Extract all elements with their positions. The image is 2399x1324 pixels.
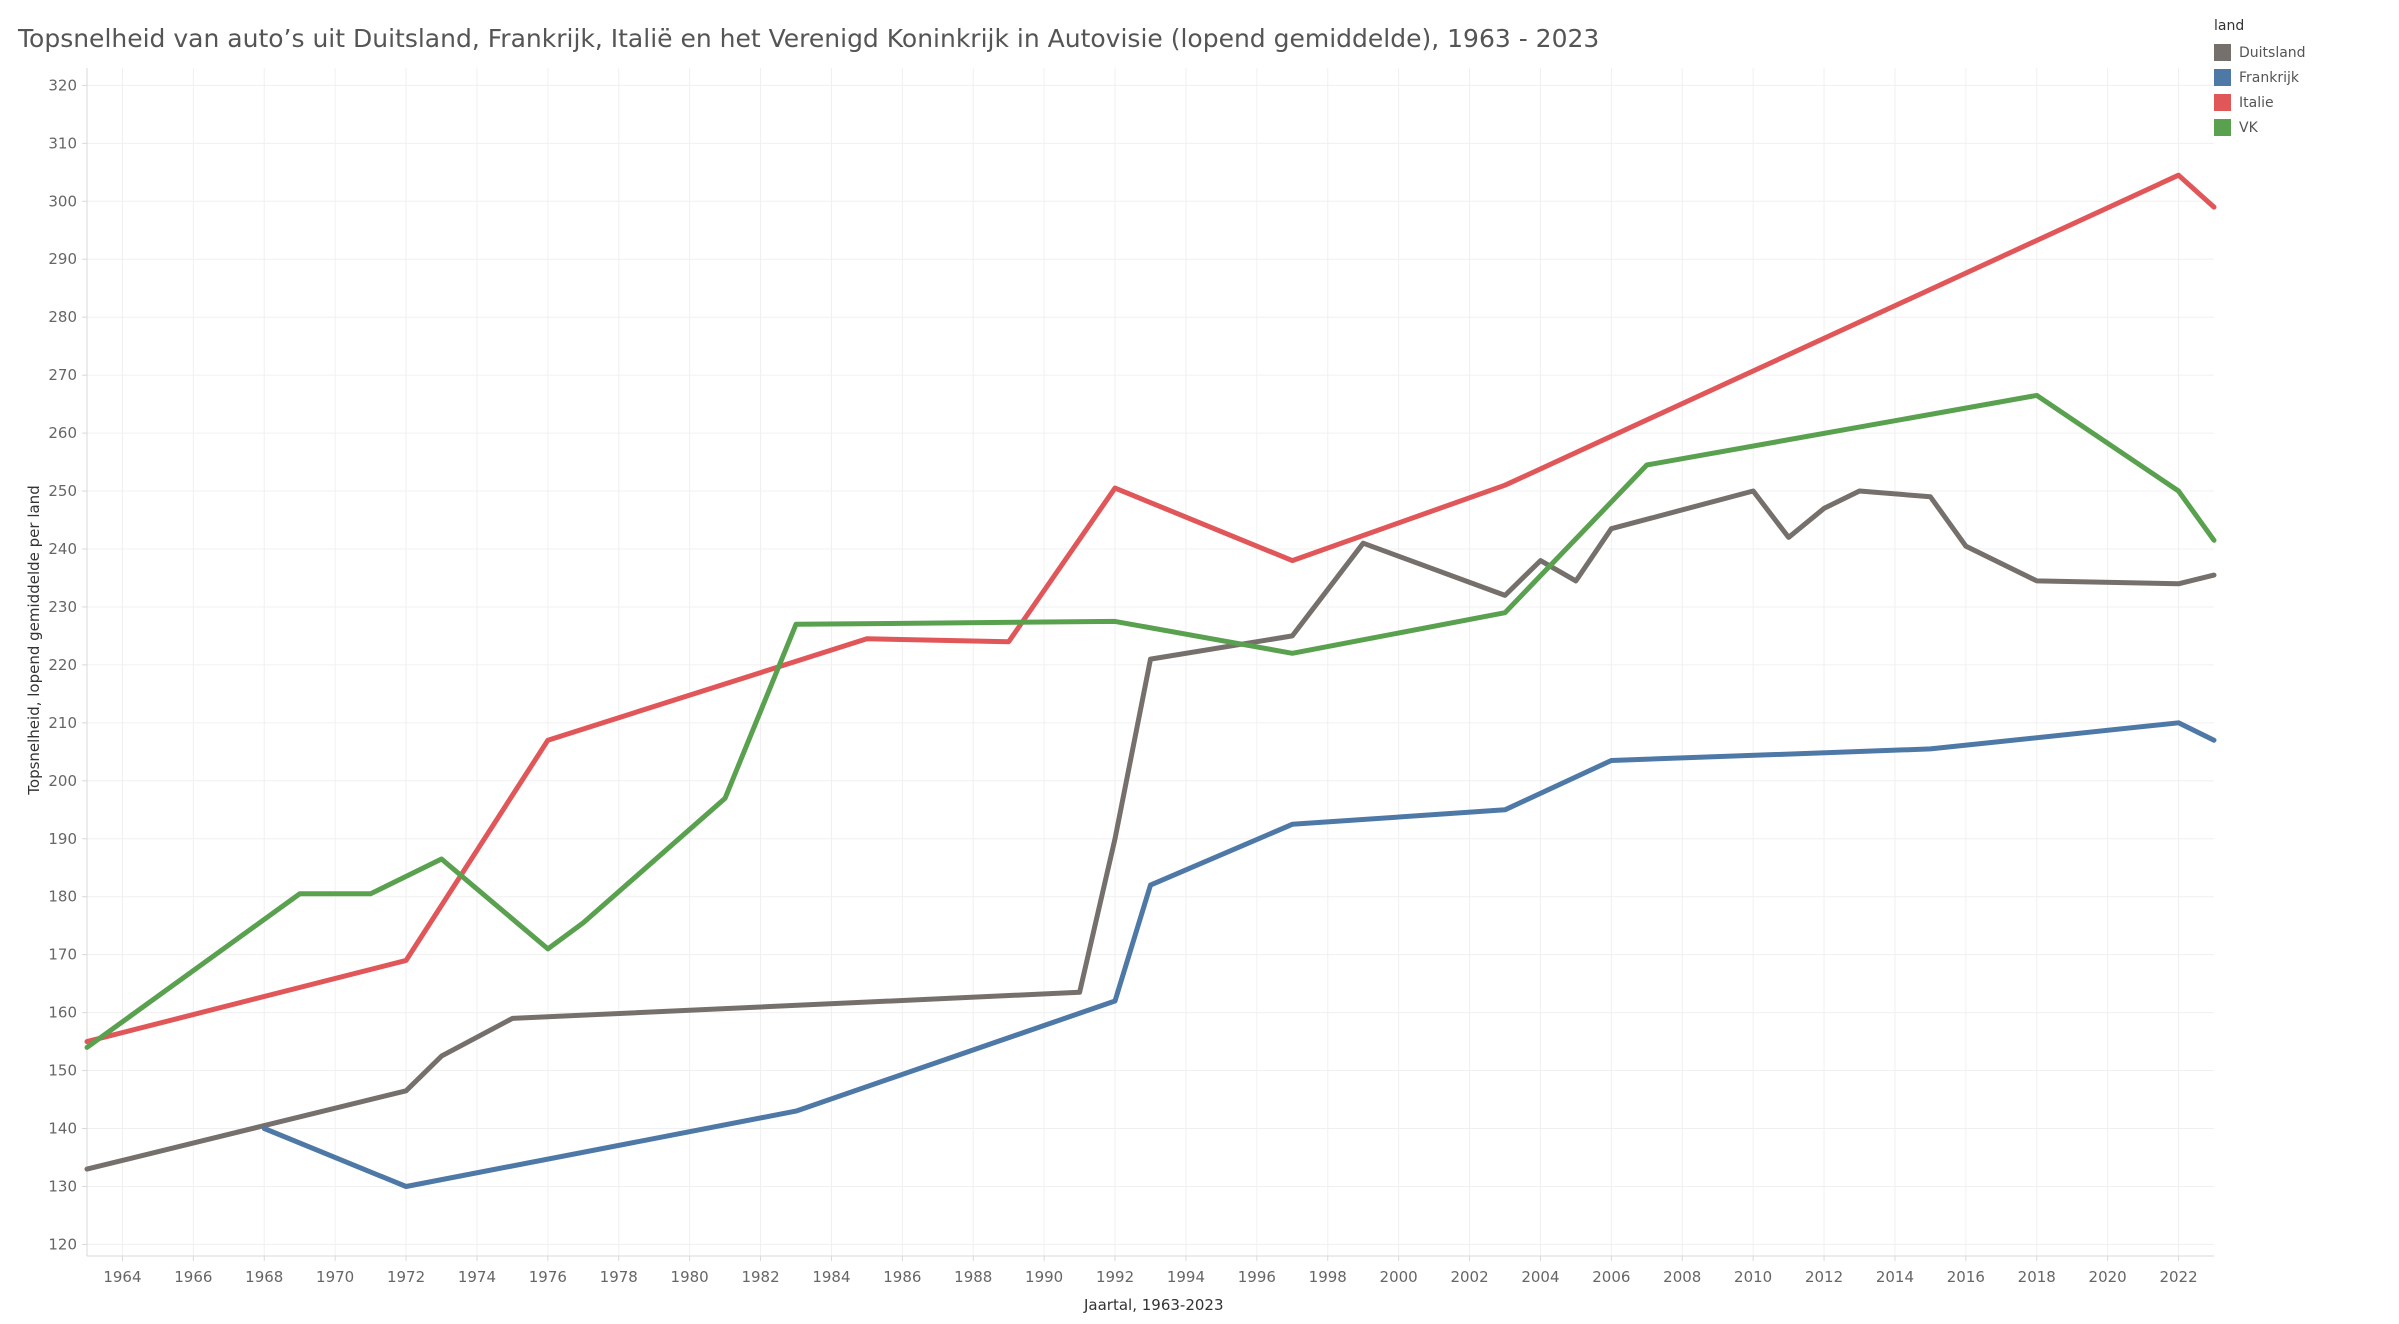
y-tick-label: 270 <box>48 366 77 384</box>
legend-swatch-frankrijk <box>2214 69 2231 86</box>
axes: 120 130 140 150 160 170 180 190 200 210 220 230 240 2… <box>48 68 2214 1286</box>
y-tick-label: 230 <box>48 598 77 616</box>
x-tick-label: 1982 <box>741 1268 779 1286</box>
series-line-duitsland[interactable] <box>84 488 2217 1172</box>
x-tick-label: 1976 <box>529 1268 567 1286</box>
legend-swatch-italie <box>2214 94 2231 111</box>
x-tick-label: 2010 <box>1734 1268 1772 1286</box>
series-line-frankrijk[interactable] <box>261 720 2217 1189</box>
x-tick-label: 1980 <box>671 1268 709 1286</box>
x-tick-label: 1998 <box>1309 1268 1347 1286</box>
y-tick-label: 320 <box>48 76 77 94</box>
y-tick-label: 290 <box>48 250 77 268</box>
x-tick-label: 2020 <box>2089 1268 2127 1286</box>
x-tick-label: 1974 <box>458 1268 496 1286</box>
legend: land Duitsland Frankrijk Italie VK <box>2214 18 2306 140</box>
chart-title: Topsnelheid van auto’s uit Duitsland, Fr… <box>18 24 1600 53</box>
x-tick-label: 1986 <box>883 1268 921 1286</box>
legend-item-frankrijk[interactable]: Frankrijk <box>2214 65 2306 90</box>
y-tick-label: 190 <box>48 830 77 848</box>
legend-title: land <box>2214 18 2245 34</box>
series-lines <box>84 172 2217 1189</box>
series-line-italie[interactable] <box>84 172 2217 1045</box>
y-tick-label: 310 <box>48 134 77 152</box>
y-tick-label: 140 <box>48 1120 77 1138</box>
legend-swatch-duitsland <box>2214 44 2231 61</box>
x-tick-label: 2012 <box>1805 1268 1843 1286</box>
x-tick-label: 1992 <box>1096 1268 1134 1286</box>
y-tick-label: 120 <box>48 1235 77 1253</box>
x-tick-label: 2016 <box>1947 1268 1985 1286</box>
x-tick-label: 1966 <box>174 1268 212 1286</box>
x-tick-label: 2018 <box>2018 1268 2056 1286</box>
x-tick-label: 1970 <box>316 1268 354 1286</box>
legend-item-vk[interactable]: VK <box>2214 115 2306 140</box>
y-axis-label: Topsnelheid, lopend gemiddelde per land <box>25 485 43 795</box>
legend-label-italie: Italie <box>2239 94 2274 111</box>
x-tick-label: 2014 <box>1876 1268 1914 1286</box>
x-tick-label: 2008 <box>1663 1268 1701 1286</box>
legend-swatch-vk <box>2214 119 2231 136</box>
y-tick-label: 130 <box>48 1177 77 1195</box>
legend-item-duitsland[interactable]: Duitsland <box>2214 40 2306 65</box>
y-tick-label: 150 <box>48 1062 77 1080</box>
series-line-vk[interactable] <box>84 392 2217 1050</box>
legend-label-frankrijk: Frankrijk <box>2239 69 2299 86</box>
y-tick-label: 280 <box>48 308 77 326</box>
x-tick-label: 1988 <box>954 1268 992 1286</box>
x-tick-label: 1972 <box>387 1268 425 1286</box>
legend-label-vk: VK <box>2239 119 2258 136</box>
x-tick-label: 2002 <box>1450 1268 1488 1286</box>
y-tick-label: 160 <box>48 1004 77 1022</box>
legend-label-duitsland: Duitsland <box>2239 44 2306 61</box>
x-tick-label: 1964 <box>103 1268 141 1286</box>
x-tick-label: 1978 <box>600 1268 638 1286</box>
x-tick-label: 1996 <box>1238 1268 1276 1286</box>
x-tick-label: 1984 <box>812 1268 850 1286</box>
y-tick-label: 300 <box>48 192 77 210</box>
y-tick-label: 180 <box>48 888 77 906</box>
x-axis-label: Jaartal, 1963-2023 <box>1084 1296 1224 1314</box>
x-tick-label: 2006 <box>1592 1268 1630 1286</box>
legend-item-italie[interactable]: Italie <box>2214 90 2306 115</box>
y-tick-label: 240 <box>48 540 77 558</box>
x-tick-label: 1994 <box>1167 1268 1205 1286</box>
x-tick-label: 2000 <box>1380 1268 1418 1286</box>
x-tick-label: 1968 <box>245 1268 283 1286</box>
y-tick-label: 260 <box>48 424 77 442</box>
x-tick-label: 1990 <box>1025 1268 1063 1286</box>
x-tick-label: 2022 <box>2159 1268 2197 1286</box>
y-tick-label: 170 <box>48 946 77 964</box>
y-tick-label: 210 <box>48 714 77 732</box>
y-tick-label: 200 <box>48 772 77 790</box>
y-tick-label: 250 <box>48 482 77 500</box>
y-tick-label: 220 <box>48 656 77 674</box>
x-tick-label: 2004 <box>1521 1268 1559 1286</box>
